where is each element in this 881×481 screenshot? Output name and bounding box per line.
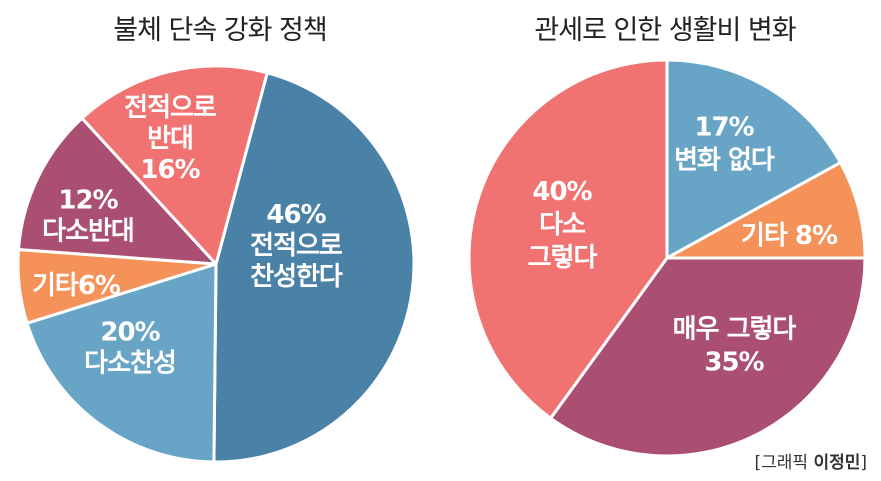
- pie-1-slice-1-label-line-0: 기타 8%: [741, 221, 838, 251]
- pie-0-slice-4-label-line-0: 전적으로: [124, 93, 217, 123]
- pie-0-slice-0-label: 46% 전적으로 찬성한다: [250, 200, 343, 292]
- pie-1-slice-3-label-line-2: 그렇다: [528, 243, 598, 273]
- pie-0-slice-0-label-line-0: 46%: [266, 200, 326, 230]
- pie-1-slice-3-label-line-1: 다소: [539, 210, 586, 240]
- pie-0-slice-4-label-line-2: 16%: [140, 155, 200, 185]
- pie-0-slice-3-label: 12% 다소반대: [42, 186, 134, 247]
- pie-0-slice-4: [80, 64, 269, 266]
- pie-0-slice-4-label-line-1: 반대: [147, 124, 193, 154]
- pie-0-slice-1: [25, 262, 218, 464]
- pie-0-slice-4-label: 전적으로 반대 16%: [124, 93, 217, 185]
- pie-1-slice-2-label-line-1: 35%: [704, 348, 764, 378]
- pie-1-slice-0-label-line-1: 변화 없다: [674, 146, 775, 176]
- pie-1-slice-2-label-line-0: 매우 그렇다: [673, 315, 797, 345]
- pie-1-slice-0-label: 17% 변화 없다: [674, 113, 775, 176]
- chart-title-right: 관세로 인한 생활비 변화: [534, 15, 796, 46]
- chart-title-left: 불체 단속 강화 정책: [113, 15, 327, 46]
- graphic-credit: [그래픽 이정민]: [754, 448, 867, 473]
- pie-0-slice-1-label: 20% 다소찬성: [84, 318, 176, 379]
- pie-0-slice-0-label-line-1: 전적으로: [250, 231, 343, 261]
- pie-1-slice-3-label: 40% 다소 그렇다: [528, 177, 598, 273]
- pie-1-slice-0-label-line-0: 17%: [694, 113, 754, 143]
- credit-author: 이정민: [813, 453, 861, 473]
- pie-1-slice-0: [665, 58, 843, 260]
- pie-0-slice-3-label-line-1: 다소반대: [42, 217, 134, 247]
- pie-1-slice-2-label: 매우 그렇다 35%: [673, 315, 797, 378]
- pie-0-slice-0: [212, 71, 416, 464]
- pie-1-slice-1-label: 기타 8%: [741, 221, 838, 251]
- pie-1-slice-2: [549, 256, 867, 458]
- pie-1-slice-3-label-line-0: 40%: [532, 177, 592, 207]
- pie-0-slice-1-label-line-1: 다소찬성: [84, 349, 176, 379]
- pie-0-slice-3: [17, 116, 218, 266]
- pie-0-slice-0-label-line-2: 찬성한다: [250, 262, 343, 292]
- pie-1-slice-3: [467, 58, 669, 420]
- credit-prefix: [그래픽: [754, 453, 814, 473]
- pie-0-slice-3-label-line-0: 12%: [58, 186, 118, 216]
- pie-0-slice-2-label: 기타6%: [32, 271, 121, 301]
- pie-0-slice-1-label-line-0: 20%: [100, 318, 160, 348]
- pie-0-slice-2-label-line-0: 기타6%: [32, 271, 121, 301]
- credit-suffix: ]: [860, 453, 867, 473]
- pie-1-slice-1: [665, 161, 867, 260]
